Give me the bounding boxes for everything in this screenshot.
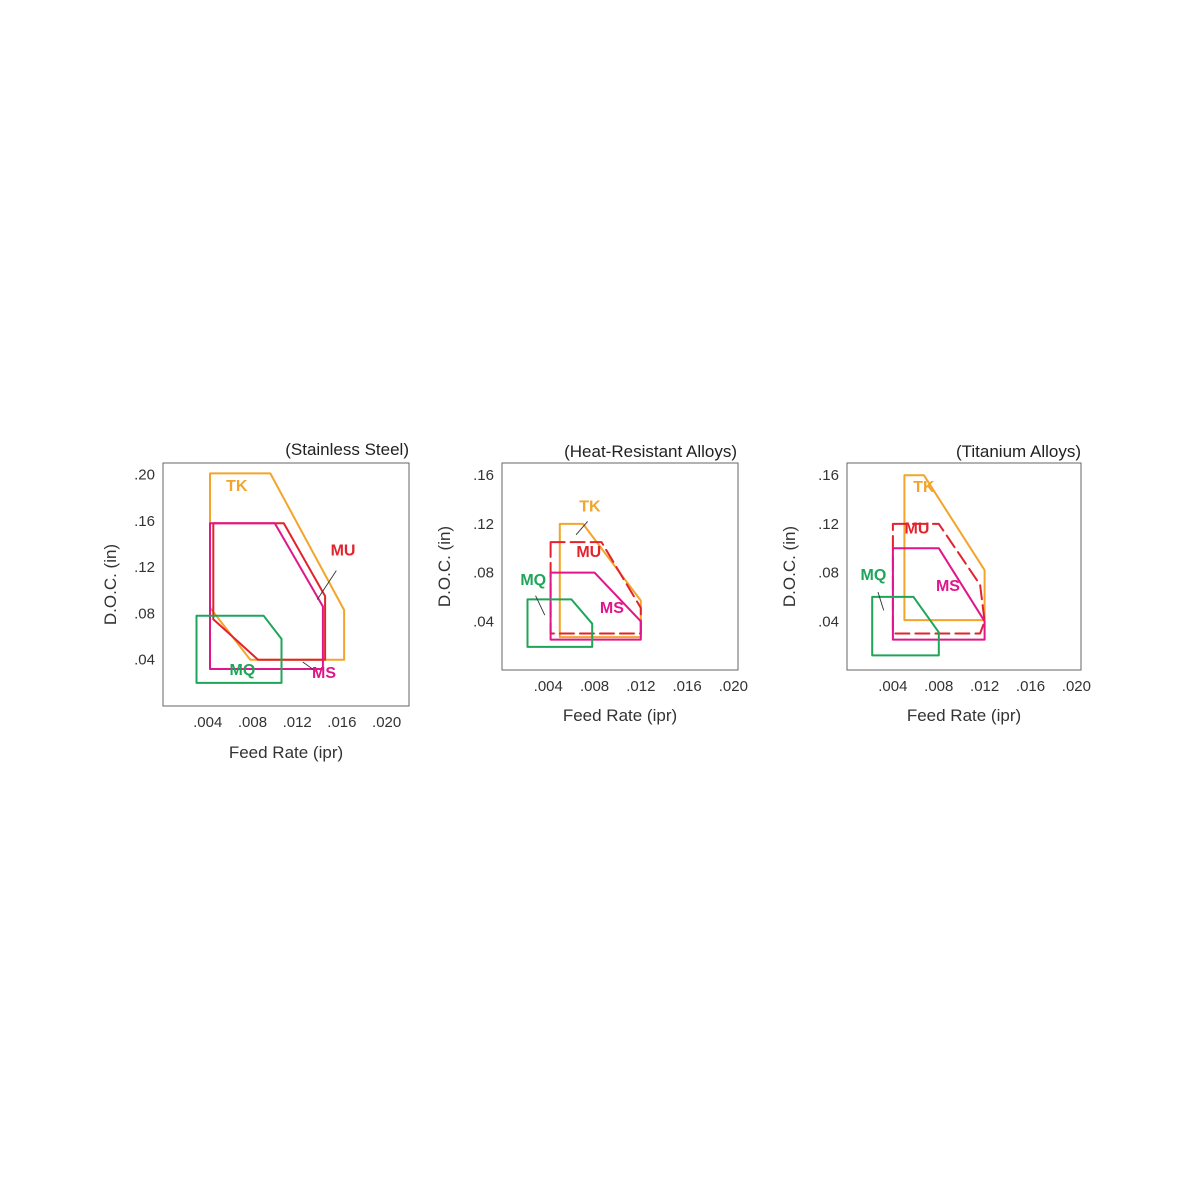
series-label-mq: MQ [520,572,546,589]
series-label-ms: MS [600,600,624,617]
leader-line [302,661,318,673]
series-label-mu: MU [905,521,930,538]
series-label-tk: TK [579,499,601,516]
y-tick-label: .04 [818,613,839,630]
leader-line [575,521,588,536]
y-axis-label: D.O.C. (in) [101,544,120,625]
series-label-ms: MS [312,665,336,682]
plot-frame [162,462,410,707]
y-axis-label: D.O.C. (in) [780,526,799,607]
y-tick-label: .04 [473,613,494,630]
region-mq [526,598,594,648]
y-tick-label: .16 [134,513,155,530]
x-tick-label: .008 [924,678,953,695]
x-tick-label: .008 [238,714,267,731]
y-tick-label: .08 [473,565,494,582]
y-tick-label: .12 [818,516,839,533]
leader-line [535,595,546,616]
y-tick-label: .16 [473,467,494,484]
x-tick-label: .004 [878,678,907,695]
y-axis-label: D.O.C. (in) [435,526,454,607]
series-label-mu: MU [331,543,356,560]
x-tick-label: .020 [1062,678,1091,695]
x-axis-label: Feed Rate (ipr) [229,743,343,762]
series-label-ms: MS [936,578,960,595]
x-tick-label: .004 [534,678,563,695]
chart-panel-2: (Heat-Resistant Alloys) .004 .008 .012 .016.… [435,442,748,725]
x-tick-label: .004 [193,714,222,731]
region-ms [549,571,642,641]
chart-subtitle: (Titanium Alloys) [956,442,1081,461]
x-tick-label: .020 [719,678,748,695]
y-tick-label: .08 [818,565,839,582]
chart-panel-1: (Stainless Steel) .004 .008 .012 .016 .020 .04… [101,440,410,762]
chart-panel-3: (Titanium Alloys) .004 .008 .012 .016 .020 .04… [780,442,1091,725]
y-tick-label: .08 [134,605,155,622]
region-mq [195,614,283,684]
series-label-tk: TK [913,479,935,496]
x-tick-label: .012 [970,678,999,695]
series-label-mq: MQ [860,567,886,584]
leader-line [877,591,885,611]
x-tick-label: .012 [626,678,655,695]
region-mq [871,595,940,657]
x-tick-label: .020 [372,714,401,731]
x-tick-label: .012 [283,714,312,731]
region-ms [209,522,324,670]
chart-subtitle: (Heat-Resistant Alloys) [564,442,737,461]
series-label-mu: MU [576,544,601,561]
leader-line [316,570,337,600]
y-tick-label: .20 [134,467,155,484]
plot-frame [846,462,1082,671]
region-tk [558,522,642,639]
x-tick-label: .016 [1016,678,1045,695]
chart-subtitle: (Stainless Steel) [285,440,409,459]
region-ms [891,547,986,641]
x-axis-label: Feed Rate (ipr) [563,706,677,725]
region-mu [891,522,986,635]
y-tick-label: .16 [818,467,839,484]
series-label-tk: TK [226,478,248,495]
x-tick-label: .016 [327,714,356,731]
x-tick-label: .008 [580,678,609,695]
y-tick-label: .04 [134,652,155,669]
x-tick-label: .016 [672,678,701,695]
plot-frame [501,462,739,671]
x-axis-label: Feed Rate (ipr) [907,706,1021,725]
series-label-mq: MQ [230,662,256,679]
y-tick-label: .12 [134,559,155,576]
y-tick-label: .12 [473,516,494,533]
region-mu [212,522,327,661]
